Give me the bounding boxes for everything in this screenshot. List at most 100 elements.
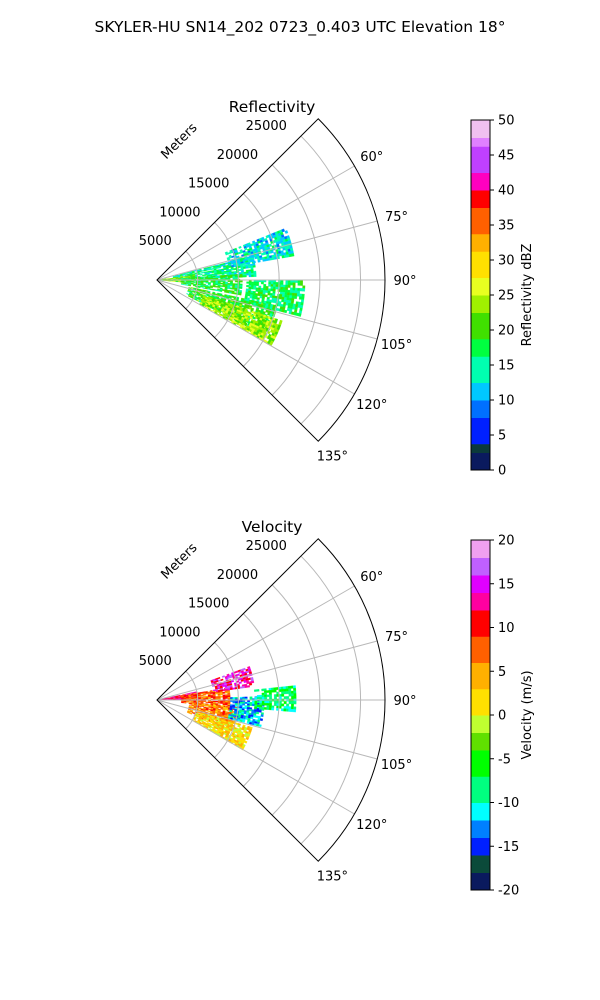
theta-tick-label: 120° bbox=[356, 398, 387, 413]
echo-cell bbox=[246, 284, 250, 288]
echo-cell bbox=[270, 288, 274, 292]
echo-cell bbox=[254, 702, 258, 706]
colorbar-segment bbox=[471, 627, 490, 637]
echo-cell bbox=[245, 318, 250, 322]
echo-cell bbox=[184, 693, 188, 695]
echo-cell bbox=[293, 690, 297, 694]
colorbar-segment bbox=[471, 846, 490, 856]
echo-cell bbox=[243, 266, 246, 269]
echo-cell bbox=[198, 705, 202, 708]
echo-cell bbox=[212, 288, 216, 291]
echo-cell bbox=[198, 278, 202, 280]
echo-cell bbox=[280, 282, 284, 286]
echo-cell bbox=[247, 701, 250, 705]
colorbar-segment bbox=[471, 750, 490, 760]
theta-tick-label: 120° bbox=[356, 818, 387, 833]
echo-cell bbox=[185, 284, 189, 286]
echo-cell bbox=[256, 696, 260, 700]
echo-cell bbox=[249, 703, 253, 706]
echo-cell bbox=[208, 697, 211, 700]
echo-cell bbox=[205, 701, 209, 704]
echo-cell bbox=[242, 703, 246, 706]
echo-cell bbox=[264, 694, 268, 698]
echo-cell bbox=[266, 700, 270, 704]
echo-cell bbox=[288, 688, 292, 692]
echo-cell bbox=[232, 707, 235, 710]
colorbar-segment bbox=[471, 408, 490, 418]
echo-cell bbox=[256, 704, 260, 708]
echo-cell bbox=[193, 698, 197, 700]
echo-cell bbox=[283, 701, 287, 704]
echo-cell bbox=[268, 707, 272, 711]
echo-cell bbox=[253, 272, 257, 276]
colorbar-segment bbox=[471, 190, 490, 200]
polar-grid bbox=[156, 135, 385, 425]
echo-cell bbox=[233, 264, 237, 267]
echo-cell bbox=[215, 285, 218, 288]
echo-cell bbox=[288, 706, 292, 710]
colorbar-segment bbox=[471, 863, 490, 873]
echo-cell bbox=[220, 693, 223, 696]
azimuth-spoke bbox=[156, 279, 378, 340]
echo-cell bbox=[249, 682, 253, 686]
echo-cell bbox=[242, 701, 246, 704]
colorbar-segment bbox=[471, 163, 490, 173]
echo-cell bbox=[290, 706, 294, 710]
echo-cell bbox=[232, 697, 236, 699]
echo-cell bbox=[190, 696, 194, 699]
echo-cell bbox=[290, 685, 294, 689]
echo-cell bbox=[227, 287, 231, 290]
echo-cell bbox=[288, 693, 292, 697]
echo-cell bbox=[265, 290, 269, 293]
echo-cell bbox=[254, 697, 258, 700]
echo-cell bbox=[281, 693, 285, 697]
echo-cell bbox=[224, 290, 228, 293]
echo-cell bbox=[181, 282, 184, 284]
echo-cell bbox=[250, 271, 254, 274]
echo-cells bbox=[160, 228, 306, 347]
colorbar-segment bbox=[471, 872, 490, 882]
echo-cell bbox=[219, 289, 223, 292]
echo-cell bbox=[231, 264, 235, 268]
colorbar: 0 5 10 15 20 25 30 35 40 45 50 Reflectivity dBZ bbox=[470, 114, 535, 479]
echo-cell bbox=[293, 693, 297, 697]
echo-cell bbox=[189, 275, 193, 277]
echo-cell bbox=[285, 708, 289, 712]
echo-cell bbox=[181, 697, 184, 699]
echo-cell bbox=[256, 689, 260, 692]
colorbar-segment bbox=[471, 540, 490, 550]
echo-cell bbox=[301, 293, 305, 298]
colorbar-tick-label: -15 bbox=[498, 840, 519, 855]
echo-cell bbox=[202, 287, 206, 289]
echo-cell bbox=[260, 714, 264, 717]
panel-title: Reflectivity bbox=[229, 98, 316, 116]
echo-cell bbox=[243, 740, 248, 744]
echo-cell bbox=[259, 694, 263, 698]
colorbar-segment bbox=[471, 295, 490, 305]
echo-cell bbox=[249, 259, 254, 262]
echo-cell bbox=[230, 280, 233, 283]
colorbar-label: Reflectivity dBZ bbox=[520, 244, 535, 347]
echo-cell bbox=[287, 284, 291, 288]
echo-cell bbox=[238, 268, 242, 272]
echo-cell bbox=[220, 678, 224, 681]
colorbar-segment bbox=[471, 356, 490, 366]
echo-cell bbox=[175, 277, 179, 279]
colorbar-segment bbox=[471, 260, 490, 270]
echo-cell bbox=[183, 698, 187, 700]
echo-cell bbox=[261, 696, 265, 700]
echo-cell bbox=[251, 680, 255, 684]
echo-cell bbox=[287, 292, 291, 296]
colorbar-segment bbox=[471, 592, 490, 602]
echo-cell bbox=[239, 280, 243, 283]
azimuth-spoke bbox=[156, 640, 378, 701]
echo-cell bbox=[258, 724, 262, 728]
echo-cell bbox=[248, 281, 252, 284]
echo-cell bbox=[292, 685, 296, 689]
colorbar-segment bbox=[471, 680, 490, 690]
echo-cell bbox=[205, 290, 209, 292]
echo-cell bbox=[234, 704, 238, 707]
echo-cell bbox=[242, 685, 246, 689]
echo-cell bbox=[285, 686, 289, 690]
